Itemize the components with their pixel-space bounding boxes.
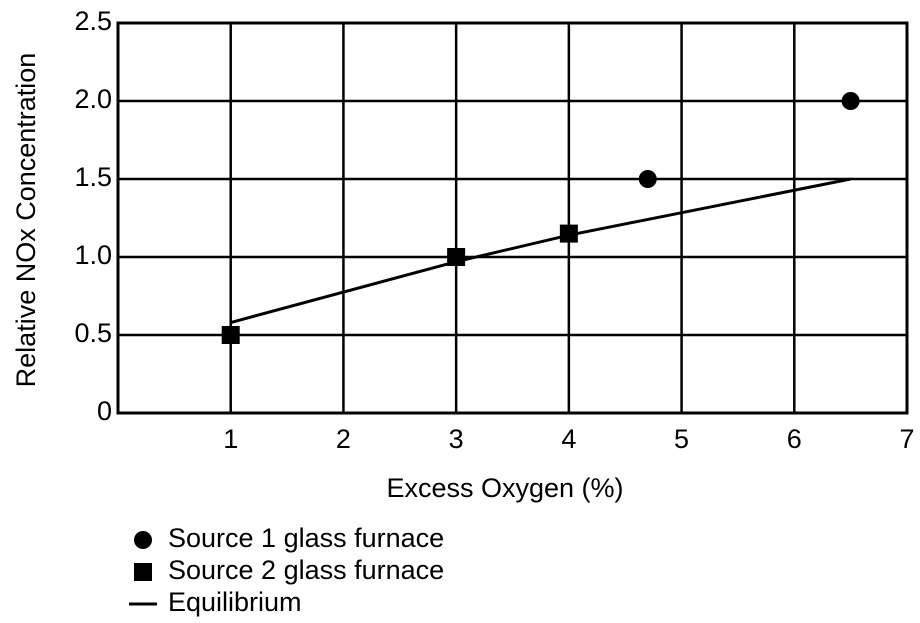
y-tick-label: 2.0 [74,84,112,114]
data-point [221,326,240,344]
legend-label: Equilibrium [168,587,302,617]
y-tick-label: 0 [97,396,112,426]
x-tick-label: 4 [561,424,576,454]
x-tick-label: 1 [223,424,238,454]
y-tick-label: 2.5 [74,6,112,36]
x-tick-label: 7 [899,424,914,454]
y-tick-label: 1.5 [74,162,112,192]
plot-frame [116,21,909,415]
data-point [841,92,860,110]
y-tick-label: 0.5 [74,318,112,348]
legend-label: Source 2 glass furnace [168,555,444,585]
equilibrium-line [230,177,851,324]
x-tick-label: 6 [787,424,802,454]
legend-marker [134,563,152,581]
data-point [638,170,657,188]
y-axis-label: Relative NOx Concentration [11,53,41,388]
legend-marker [134,531,152,549]
legend-label: Source 1 glass furnace [168,523,444,553]
y-tick-label: 1.0 [74,240,112,270]
data-point [559,224,578,243]
x-axis-label: Excess Oxygen (%) [386,473,623,503]
x-tick-label: 2 [336,424,351,454]
x-tick-label: 5 [674,424,689,454]
x-tick-label: 3 [449,424,464,454]
